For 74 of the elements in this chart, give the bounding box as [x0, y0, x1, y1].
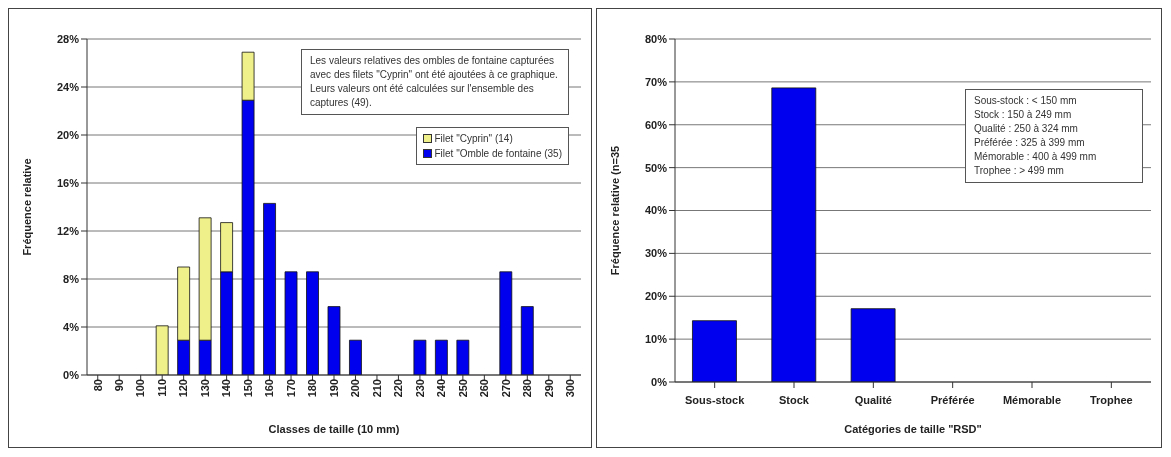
- y-axis-title: Fréquence relative: [20, 158, 33, 256]
- bar: [413, 339, 427, 375]
- y-tick-label: 0%: [63, 368, 80, 381]
- annotation: Préférée : 325 à 399 mm: [974, 136, 1086, 150]
- x-tick-label: 290: [542, 379, 555, 398]
- y-tick-label: 30%: [644, 247, 668, 260]
- x-tick-label: 180: [306, 379, 319, 398]
- x-tick-label: Sous-stock: [685, 393, 746, 406]
- bar: [692, 320, 737, 382]
- x-tick-label: 280: [521, 379, 534, 398]
- bar: [456, 339, 470, 375]
- y-tick-label: 60%: [644, 118, 668, 131]
- annotation: Mémorable : 400 à 499 mm: [974, 150, 1098, 164]
- y-tick-label: 8%: [63, 272, 80, 285]
- bar: [306, 271, 319, 375]
- bar: [520, 306, 534, 375]
- bar: [434, 339, 448, 375]
- x-tick-label: 220: [392, 379, 405, 398]
- x-tick-label: 80: [91, 379, 104, 392]
- y-tick-label: 70%: [644, 75, 668, 88]
- x-tick-label: Mémorable: [1002, 393, 1062, 406]
- y-tick-label: 50%: [644, 161, 668, 174]
- x-tick-label: Qualité: [854, 393, 892, 406]
- x-tick-label: Trophee: [1089, 393, 1133, 406]
- x-axis-title: Classes de taille (10 mm): [268, 423, 400, 435]
- x-tick-label: 90: [113, 379, 126, 392]
- y-tick-label: 16%: [56, 176, 80, 189]
- x-tick-label: 270: [499, 379, 512, 398]
- annotation: Trophee : > 499 mm: [974, 164, 1065, 178]
- y-tick-label: 80%: [644, 32, 668, 45]
- x-tick-label: 240: [435, 379, 448, 398]
- y-tick-label: 4%: [63, 320, 80, 333]
- y-tick-label: 20%: [644, 290, 668, 303]
- y-tick-label: 12%: [56, 224, 80, 237]
- x-tick-label: 100: [134, 379, 147, 398]
- x-tick-label: Préférée: [930, 393, 975, 406]
- y-tick-label: 24%: [56, 80, 80, 93]
- x-tick-label: 160: [263, 379, 276, 398]
- x-tick-label: 210: [370, 379, 383, 398]
- x-tick-label: 250: [456, 379, 469, 398]
- x-tick-label: 150: [241, 379, 254, 398]
- bar: [349, 339, 362, 375]
- y-tick-label: 20%: [56, 128, 80, 141]
- x-tick-label: 230: [413, 379, 426, 398]
- annotation: Qualité : 250 à 324 mm: [974, 122, 1079, 136]
- x-tick-label: 130: [198, 379, 211, 398]
- bar: [155, 325, 169, 375]
- y-tick-label: 10%: [644, 333, 668, 346]
- bar: [850, 308, 896, 382]
- x-axis-title: Catégories de taille "RSD": [844, 423, 982, 435]
- bar: [263, 203, 276, 375]
- bar: [499, 271, 513, 375]
- y-tick-label: 40%: [644, 204, 668, 217]
- x-tick-label: 190: [327, 379, 340, 398]
- x-tick-label: Stock: [779, 393, 810, 406]
- x-tick-label: 260: [478, 379, 491, 398]
- bar: [327, 306, 341, 375]
- x-tick-label: 200: [349, 379, 362, 398]
- annotation: Stock : 150 à 249 mm: [974, 108, 1073, 122]
- legend-label: Filet "Cyprin" (14): [434, 132, 513, 146]
- bar: [284, 271, 298, 375]
- annotation: Sous-stock : < 150 mm: [974, 94, 1078, 108]
- annotation: Les valeurs relatives des ombles de fontaine capturées avec des filets "Cyprin" ont été ajoutées à ce graphique. Leurs valeurs ont été calculées sur l'ensemble des captures (49).: [310, 54, 559, 110]
- x-tick-label: 300: [564, 379, 577, 398]
- legend-label: Filet "Omble de fontaine (35): [434, 147, 562, 161]
- x-tick-label: 110: [155, 379, 168, 397]
- note-box: Les valeurs relatives des ombles de fontaine capturées avec des filets "Cyprin" ont été ajoutées à ce graphique. Leurs valeurs ont été calculées sur l'ensemble des captures (49).: [301, 49, 569, 115]
- x-tick-label: 140: [220, 379, 233, 398]
- bar: [771, 87, 817, 382]
- x-tick-label: 170: [284, 379, 297, 398]
- y-tick-label: 0%: [651, 375, 668, 388]
- y-axis-title: Fréquence relative (n=35: [608, 145, 621, 276]
- y-tick-label: 28%: [56, 32, 80, 45]
- x-tick-label: 120: [177, 379, 190, 398]
